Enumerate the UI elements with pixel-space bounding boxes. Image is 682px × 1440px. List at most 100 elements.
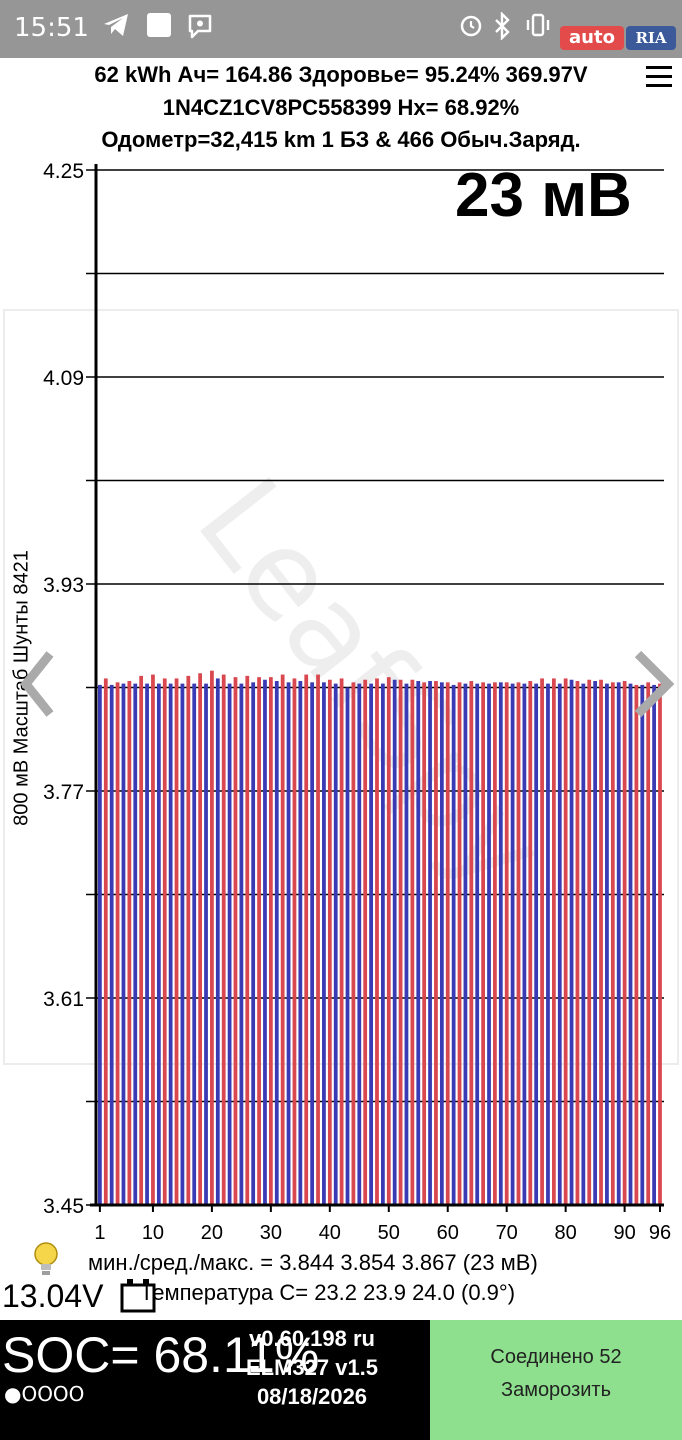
vibrate-icon [524, 12, 552, 45]
cell-bar-71 [510, 683, 515, 1205]
cell-bar-37 [310, 682, 315, 1205]
menu-icon[interactable] [646, 66, 672, 90]
cell-bar-74 [528, 681, 533, 1205]
viber-icon [186, 12, 214, 47]
cell-bar-58 [434, 681, 438, 1205]
cell-bar-50 [386, 677, 391, 1205]
cell-bar-66 [481, 682, 485, 1205]
connect-status: Соединено 52 [490, 1346, 622, 1368]
cell-bar-63 [463, 683, 468, 1205]
cell-bar-2 [103, 678, 108, 1205]
cell-bar-96 [658, 683, 662, 1205]
cell-bar-44 [351, 682, 356, 1205]
cell-bar-76 [540, 678, 544, 1205]
chevron-left-icon[interactable] [20, 648, 56, 720]
cell-bar-46 [363, 679, 368, 1205]
header-line1: 62 kWh Ач= 164.86 Здоровье= 95.24% 369.9… [94, 62, 588, 87]
cell-bar-80 [563, 678, 568, 1205]
cell-bar-78 [551, 678, 556, 1205]
cell-bar-22 [221, 674, 226, 1205]
cell-bar-87 [605, 683, 609, 1205]
y-tick-label: 3.77 [43, 781, 84, 804]
cell-bar-20 [210, 670, 214, 1205]
cell-bar-55 [416, 681, 421, 1205]
soc-value: SOC= 68.11% [2, 1327, 320, 1383]
x-tick-label: 90 [613, 1222, 635, 1244]
cell-bar-51 [392, 679, 397, 1205]
cell-bar-9 [145, 683, 149, 1205]
bluetooth-icon [492, 11, 512, 47]
cell-bar-1 [98, 684, 102, 1205]
cell-bar-11 [156, 683, 161, 1205]
cell-bar-68 [493, 682, 497, 1205]
status-time: 15:51 [14, 13, 89, 43]
cell-bar-95 [652, 684, 656, 1205]
watermark-ria: RIA [626, 26, 676, 50]
cell-bar-35 [298, 681, 303, 1205]
cell-bar-61 [451, 684, 456, 1205]
cell-bar-65 [475, 683, 480, 1205]
cell-bar-89 [616, 682, 621, 1205]
cell-bar-48 [375, 678, 379, 1205]
cell-bar-23 [227, 683, 232, 1205]
cell-bar-82 [575, 681, 580, 1205]
cell-bar-31 [274, 681, 279, 1205]
telegram-icon [102, 12, 130, 45]
chevron-right-icon[interactable] [632, 648, 676, 720]
header-line3: Одометр=32,415 km 1 БЗ & 466 Обыч.Заряд. [101, 127, 581, 152]
x-tick-label: 50 [378, 1222, 400, 1244]
autoria-watermark: auto RIA [560, 16, 676, 54]
cell-bar-49 [381, 683, 385, 1205]
cell-bar-33 [286, 682, 291, 1205]
cell-bar-92 [634, 684, 639, 1205]
stats-minmax: мин./сред./макс. = 3.844 3.854 3.867 (23… [88, 1250, 538, 1275]
page-dots[interactable]: ●OOOO [4, 1382, 85, 1406]
cell-bar-53 [404, 683, 409, 1205]
cell-bar-90 [622, 681, 627, 1205]
cell-bar-18 [198, 673, 202, 1205]
cell-bar-3 [109, 684, 114, 1205]
cell-bar-24 [233, 677, 238, 1205]
app-version: v0.60.198 ru [249, 1326, 375, 1351]
cell-bar-64 [469, 681, 474, 1205]
cell-bar-86 [599, 679, 603, 1205]
y-tick-label: 3.61 [43, 988, 84, 1011]
x-tick-label: 96 [649, 1222, 671, 1244]
header-line2: 1N4CZ1CV8PC558399 Hx= 68.92% [162, 95, 520, 120]
cell-bar-85 [593, 681, 598, 1205]
cell-bar-69 [498, 682, 503, 1205]
cell-bar-52 [398, 679, 403, 1205]
cell-bar-38 [316, 674, 320, 1205]
cell-bar-34 [292, 678, 297, 1205]
y-tick-label: 3.93 [43, 574, 84, 597]
cell-bar-27 [251, 682, 256, 1205]
cell-bar-72 [516, 682, 521, 1205]
voltage-delta: 23 мВ [455, 161, 632, 230]
cell-bar-75 [534, 683, 539, 1205]
cell-bar-28 [257, 677, 261, 1205]
cell-bar-70 [504, 682, 509, 1205]
freeze-label: Заморозить [500, 1379, 612, 1401]
cell-bar-4 [115, 682, 120, 1205]
x-tick-label: 80 [555, 1222, 577, 1244]
cell-bar-47 [369, 683, 373, 1205]
cell-bar-79 [557, 683, 562, 1205]
watermark-auto: auto [560, 26, 624, 50]
cell-bar-40 [327, 679, 332, 1205]
date-label: 08/18/2026 [256, 1384, 368, 1409]
x-tick-label: 70 [496, 1222, 518, 1244]
cell-bar-25 [239, 683, 244, 1205]
cell-bar-26 [245, 675, 250, 1205]
cell-bar-84 [587, 679, 592, 1205]
cell-bar-19 [204, 683, 208, 1205]
cell-bar-62 [457, 682, 462, 1205]
cell-bar-73 [522, 683, 527, 1205]
aux-voltage: 13.04V [2, 1278, 104, 1314]
cell-bar-15 [180, 683, 185, 1205]
connect-freeze-button[interactable]: Соединено 52 Заморозить [430, 1320, 682, 1440]
x-tick-label: 40 [319, 1222, 341, 1244]
cell-bar-88 [610, 682, 615, 1205]
bulb-icon[interactable] [30, 1240, 62, 1280]
cell-bar-59 [439, 682, 444, 1205]
cell-bar-43 [345, 687, 350, 1205]
